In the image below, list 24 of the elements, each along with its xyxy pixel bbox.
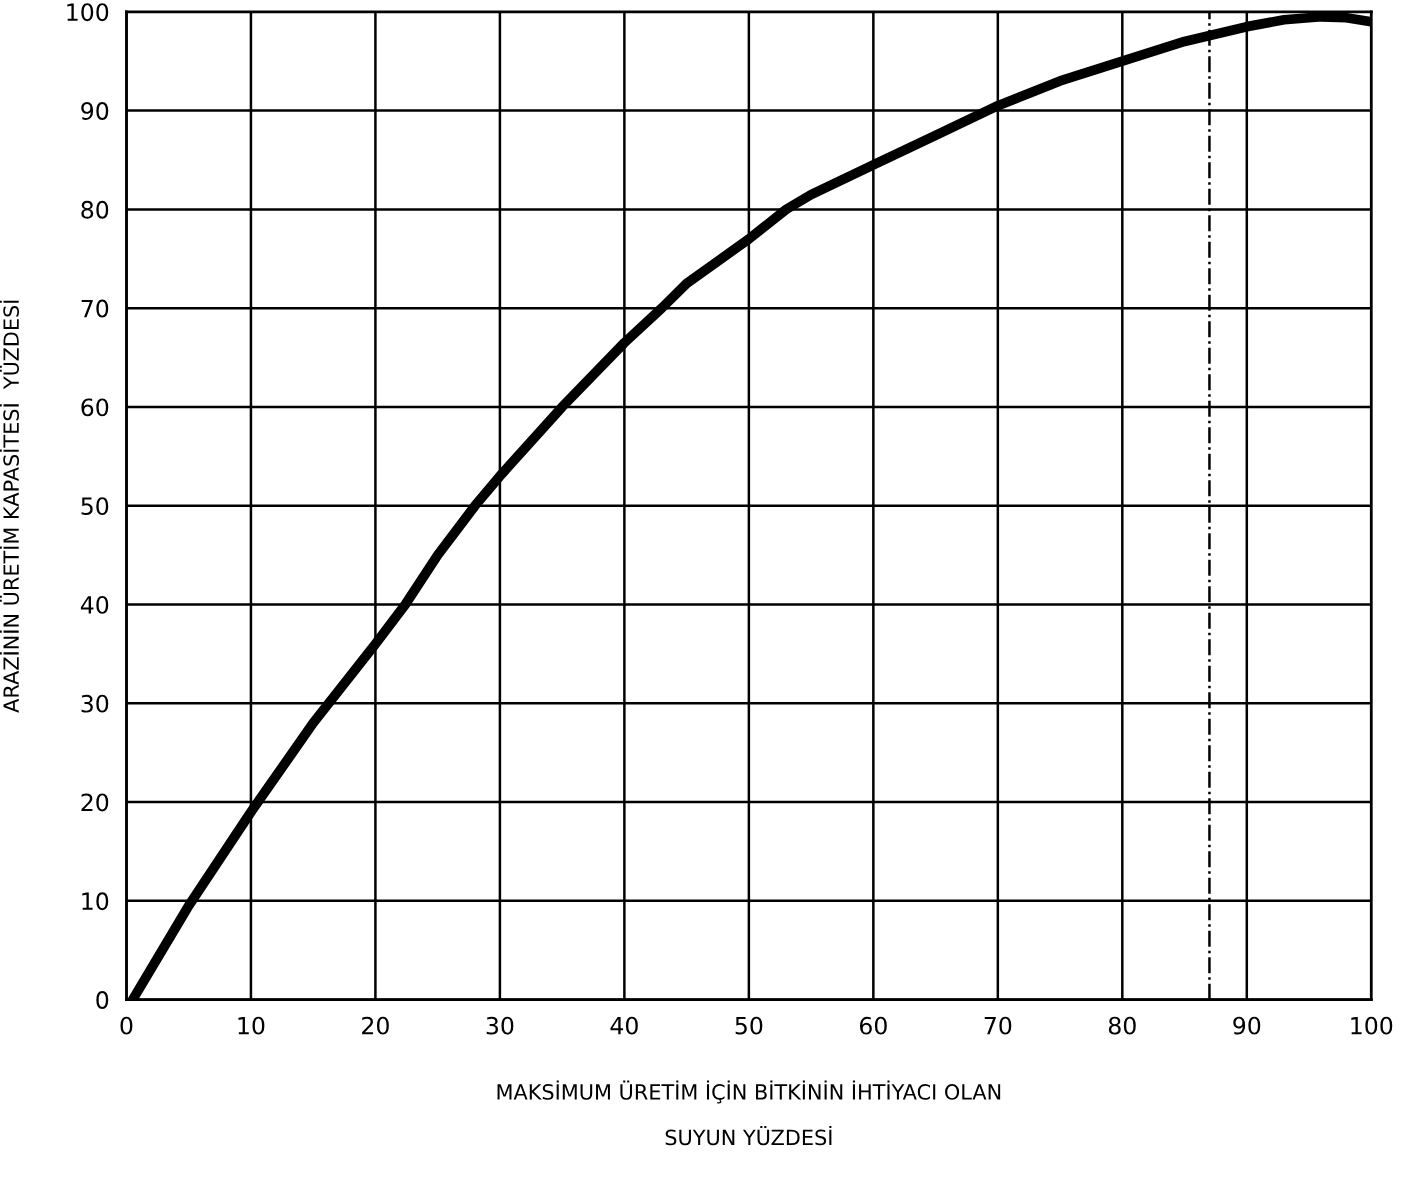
x-tick-label: 0 bbox=[120, 1016, 133, 1035]
x-tick-label: 10 bbox=[238, 1016, 265, 1035]
y-axis-title: ARAZİNİN ÜRETİM KAPASİTESİ YÜZDESİ bbox=[0, 300, 20, 713]
y-tick-label: 90 bbox=[81, 102, 109, 120]
y-tick-label: 0 bbox=[96, 991, 109, 1009]
x-tick-label: 20 bbox=[362, 1016, 389, 1035]
x-tick-label: 50 bbox=[735, 1016, 763, 1035]
y-tick-label: 100 bbox=[67, 3, 109, 22]
x-tick-label: 30 bbox=[486, 1016, 514, 1035]
x-tick-label: 60 bbox=[859, 1016, 887, 1035]
y-tick-label: 60 bbox=[81, 398, 109, 417]
y-tick-label: 50 bbox=[81, 497, 109, 516]
x-tick-label: 40 bbox=[610, 1016, 638, 1035]
y-tick-label: 20 bbox=[81, 793, 109, 812]
x-tick-label: 90 bbox=[1233, 1016, 1261, 1035]
x-tick-label: 100 bbox=[1351, 1016, 1393, 1035]
y-tick-label: 10 bbox=[82, 892, 109, 911]
y-tick-label: 80 bbox=[81, 200, 109, 219]
y-tick-label: 70 bbox=[81, 299, 109, 318]
x-tick-label: 80 bbox=[1108, 1016, 1136, 1035]
x-axis-title: MAKSİMUM ÜRETİM İÇİN BİTKİNİN İHTİYACI OLAN SUYUN YÜZDESİ bbox=[497, 1080, 1001, 1146]
y-tick-label: 30 bbox=[81, 694, 109, 713]
y-tick-label: 40 bbox=[80, 595, 109, 614]
x-tick-label: 70 bbox=[984, 1016, 1012, 1035]
